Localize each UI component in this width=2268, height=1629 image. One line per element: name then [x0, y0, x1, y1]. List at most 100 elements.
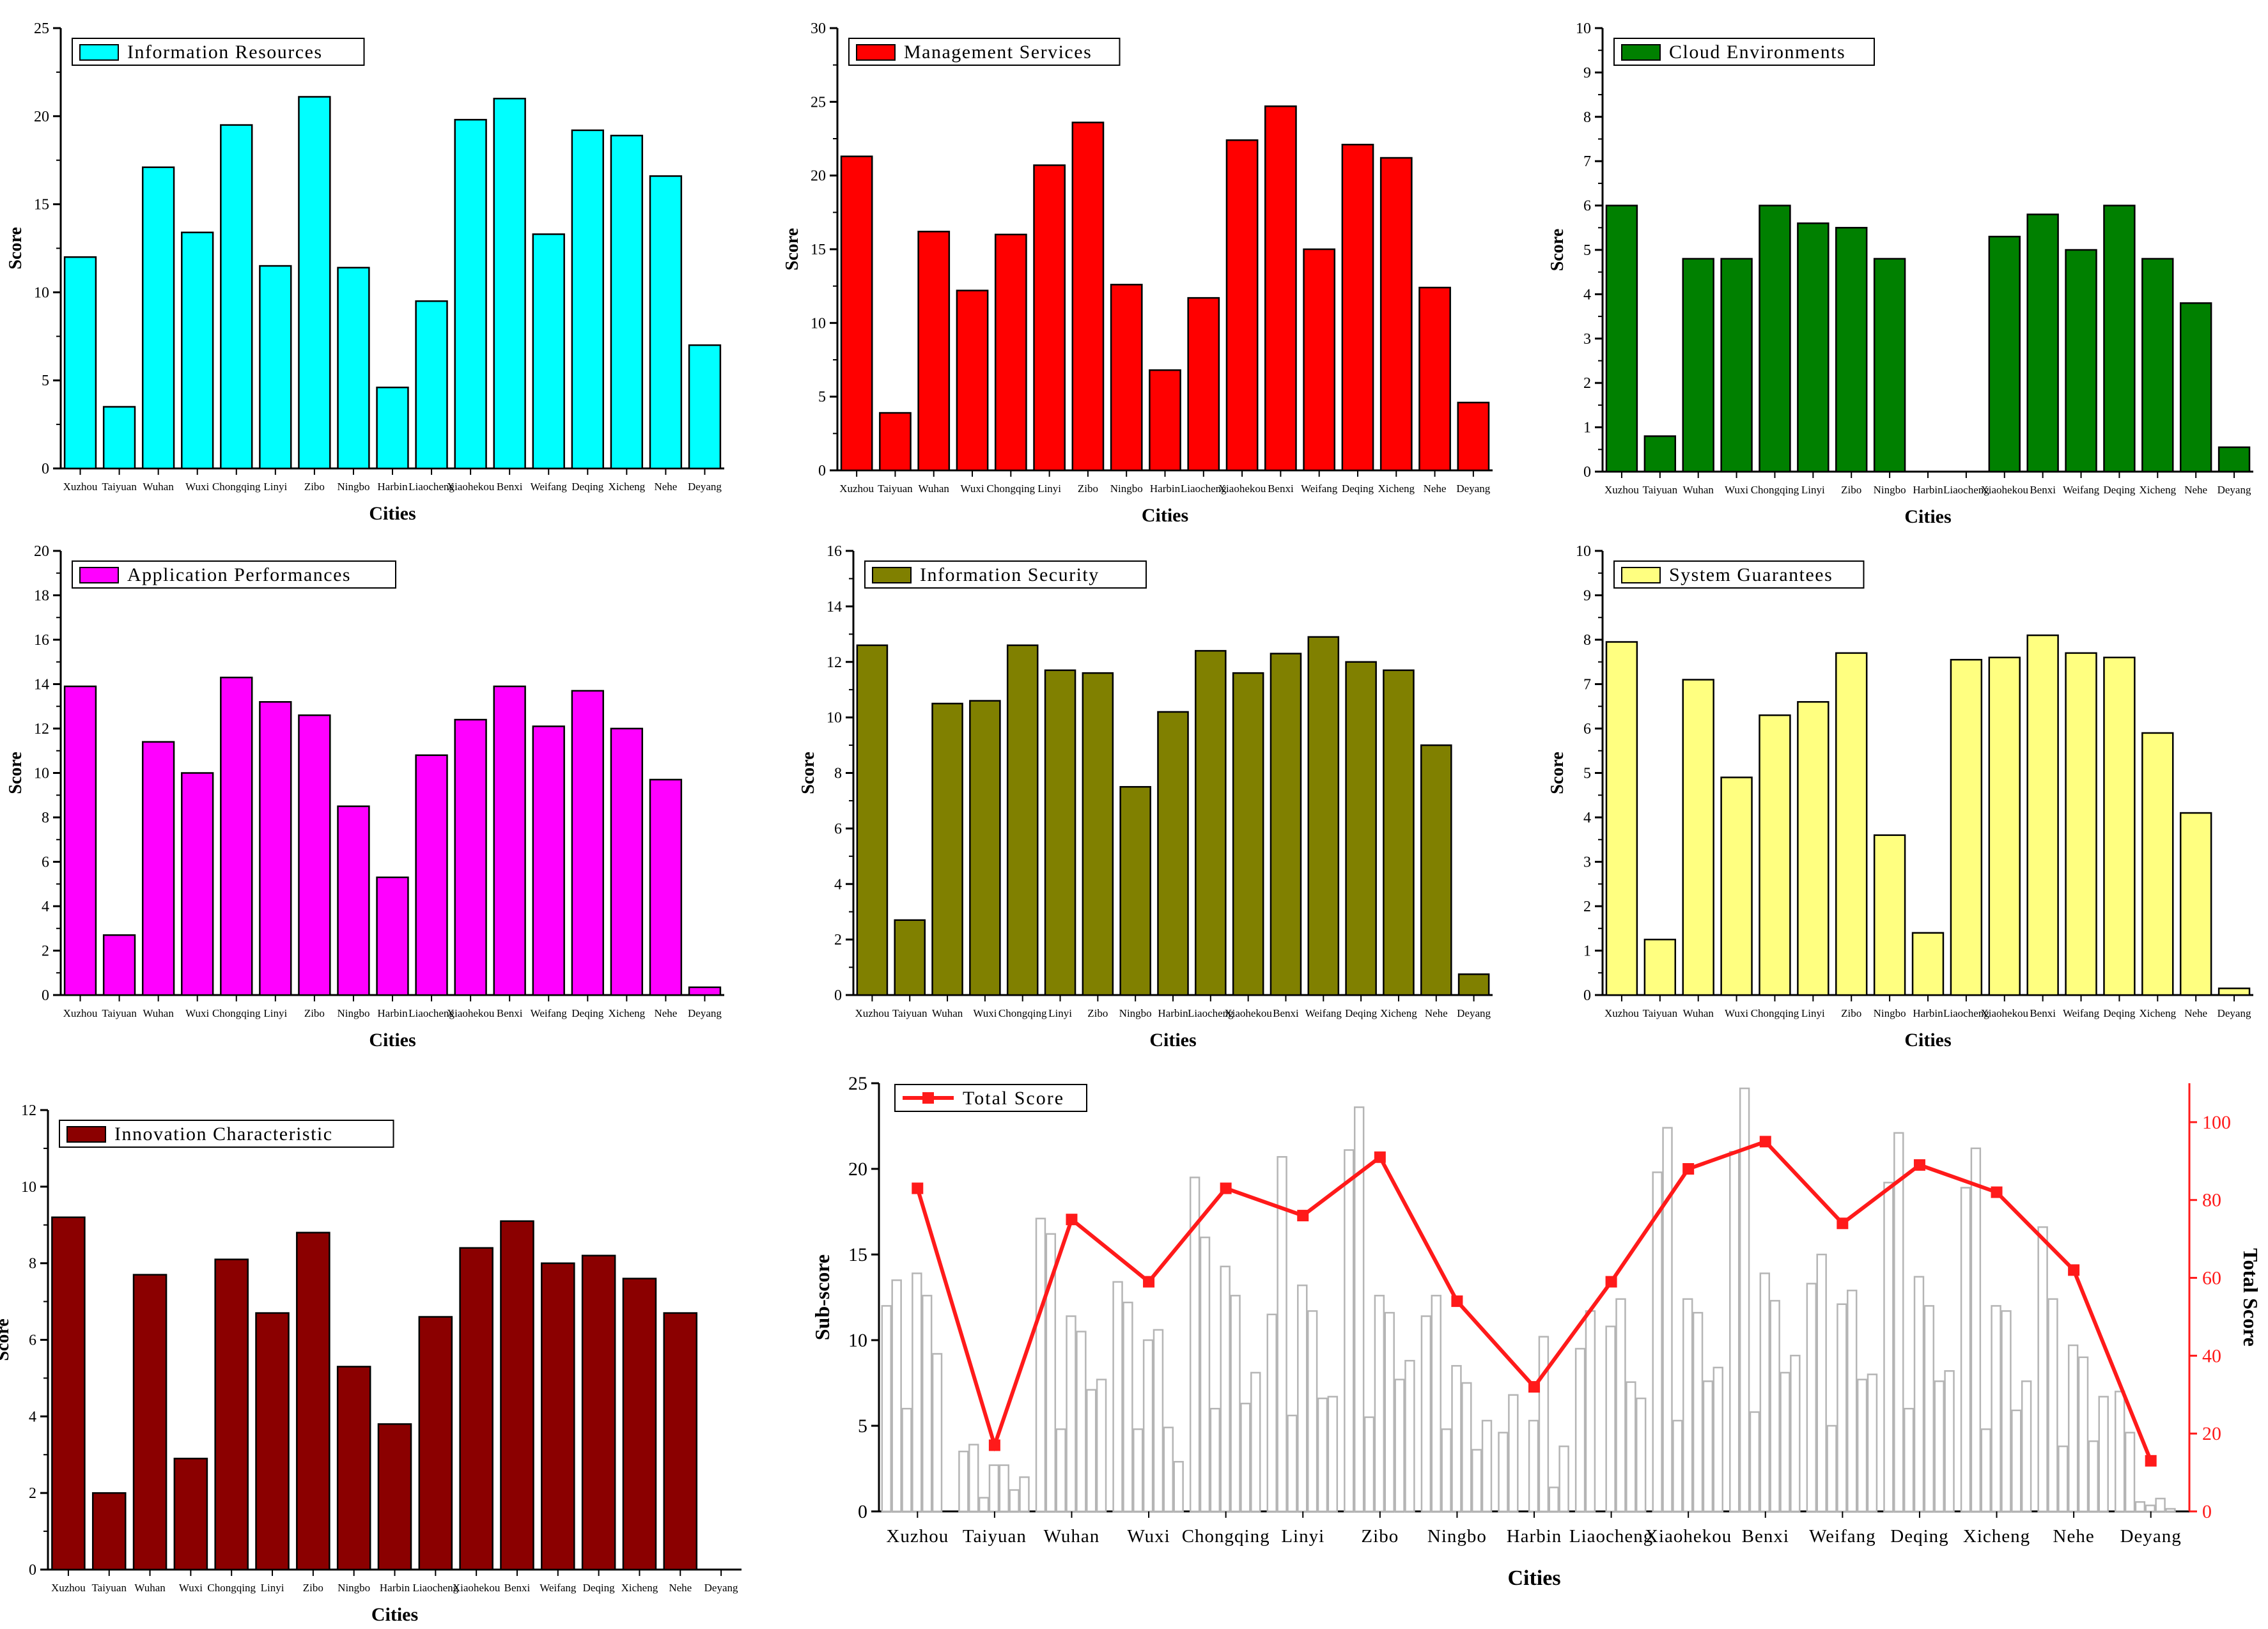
y-tick-label: 10: [21, 1179, 36, 1196]
subscore-bar: [2145, 1504, 2155, 1513]
y-tick-label: 12: [34, 721, 49, 737]
bar-weifang: [532, 725, 565, 996]
x-tick-label: Benxi: [1273, 1007, 1299, 1019]
subscore-bar: [1508, 1394, 1519, 1513]
y-tick-label: 25: [848, 1073, 867, 1094]
x-tick-label: Xicheng: [2139, 484, 2176, 496]
total-marker-ningbo: [1451, 1295, 1463, 1308]
x-tick-label: Weifang: [2063, 484, 2100, 496]
x-tick-label: Benxi: [1742, 1526, 1789, 1547]
y-tick-label: 6: [1583, 198, 1591, 215]
x-tick-label: Xuzhou: [839, 483, 874, 495]
x-tick-label: Benxi: [2030, 484, 2056, 496]
x-tick-label: Zibo: [1087, 1007, 1108, 1019]
subscore-bar: [1626, 1381, 1636, 1513]
subscore-bar: [1498, 1432, 1509, 1513]
bar-taiyuan: [1643, 435, 1677, 473]
y2-tick-label: 0: [2202, 1501, 2212, 1522]
x-tick-label: Wuxi: [1725, 484, 1748, 496]
total-marker-deqing: [1913, 1159, 1925, 1171]
y-tick-label: 20: [811, 168, 826, 185]
y-axis-title: Score: [782, 228, 802, 270]
subscore-bar: [2067, 1344, 2079, 1513]
y-tick-label: 6: [1583, 721, 1591, 737]
bar-xuzhou: [840, 155, 873, 472]
y-tick-label: 3: [1583, 854, 1591, 871]
bar-liaocheng: [1950, 659, 1983, 996]
bar-liaocheng: [1187, 297, 1220, 472]
x-tick-label: Linyi: [1801, 484, 1825, 496]
x-axis-title: Cities: [1149, 1030, 1196, 1051]
bar-wuhan: [917, 231, 951, 472]
subscore-bar: [1713, 1366, 1723, 1513]
subscore-bar: [1769, 1300, 1780, 1513]
x-tick-label: Wuxi: [1127, 1526, 1170, 1547]
x-tick-label: Ningbo: [1427, 1526, 1487, 1547]
y-tick-label: 14: [827, 599, 842, 615]
subscore-bar: [1112, 1281, 1123, 1513]
subscore-bar: [921, 1295, 933, 1513]
bar-xicheng: [2141, 732, 2174, 996]
bar-taiyuan: [894, 919, 926, 996]
x-tick-label: Xuzhou: [63, 481, 98, 493]
y-tick-label: 6: [834, 821, 842, 837]
x-tick-label: Taiyuan: [1643, 1007, 1678, 1019]
y-tick-label: 12: [21, 1102, 36, 1119]
y-tick-label: 8: [29, 1256, 36, 1272]
legend-label: Total Score: [963, 1088, 1064, 1109]
subscore-bar: [1558, 1445, 1569, 1513]
y-axis-title: Score: [1548, 229, 1567, 271]
subscore-bar: [1327, 1396, 1339, 1513]
bar-liaocheng: [1195, 650, 1227, 996]
legend-swatch: [1621, 44, 1661, 61]
x-tick-label: Xiaohekou: [1224, 1007, 1272, 1019]
y-tick-label: 5: [42, 373, 49, 389]
x-tick-label: Ningbo: [1119, 1007, 1152, 1019]
subscore-bar: [1404, 1359, 1415, 1513]
x-tick-label: Liaocheng: [1181, 483, 1227, 495]
bar-harbin: [1157, 711, 1189, 996]
bar-harbin: [1149, 369, 1181, 472]
legend-label: Management Services: [904, 42, 1092, 63]
total-marker-liaocheng: [1605, 1276, 1617, 1288]
x-tick-label: Weifang: [1305, 1007, 1342, 1019]
subscore-bar: [1934, 1380, 1945, 1513]
x-tick-label: Ningbo: [1874, 1007, 1906, 1019]
bar-zibo: [1071, 121, 1105, 472]
subscore-bar: [1806, 1283, 1817, 1513]
subscore-bar: [1133, 1428, 1144, 1513]
x-tick-label: Deyang: [2218, 1007, 2251, 1019]
x-tick-label: Xiaohekou: [1980, 1007, 2028, 1019]
subscore-bar: [1240, 1402, 1251, 1513]
subscore-bar: [1574, 1348, 1586, 1513]
x-tick-label: Xicheng: [2139, 1007, 2176, 1019]
y-tick-label: 20: [848, 1159, 867, 1180]
y-tick-label: 2: [42, 943, 49, 960]
x-tick-label: Deyang: [688, 1007, 722, 1019]
x-tick-label: Wuhan: [134, 1582, 166, 1594]
bar-xuzhou: [1605, 205, 1638, 473]
bar-zibo: [298, 96, 331, 470]
y-tick-label: 4: [1583, 810, 1591, 826]
subscore-bar: [1605, 1325, 1616, 1513]
legend-swatch: [79, 44, 119, 61]
y-tick-label: 8: [1583, 632, 1591, 649]
bar-xiaohekou: [459, 1247, 493, 1571]
x-tick-label: Deqing: [1890, 1526, 1948, 1547]
bar-nehe: [649, 175, 683, 470]
subscore-bar: [1250, 1371, 1261, 1513]
bar-benxi: [493, 97, 526, 470]
bar-taiyuan: [91, 1492, 127, 1571]
bar-ningbo: [1119, 785, 1151, 996]
panel-5: 0 1 2 3 4 5 6 7 8 9 10 Xuzhou Taiyuan Wuhan Wuxi Chongq…: [1548, 543, 2253, 1051]
bar-benxi: [1270, 652, 1302, 996]
x-tick-label: Wuhan: [143, 1007, 174, 1019]
bar-harbin: [377, 1423, 412, 1571]
y2-tick-label: 20: [2202, 1423, 2221, 1444]
y-tick-label: 4: [1583, 286, 1591, 303]
x-tick-label: Xiaohekou: [1218, 483, 1266, 495]
bar-chongqing: [1006, 644, 1039, 996]
x-tick-label: Taiyuan: [102, 1007, 137, 1019]
